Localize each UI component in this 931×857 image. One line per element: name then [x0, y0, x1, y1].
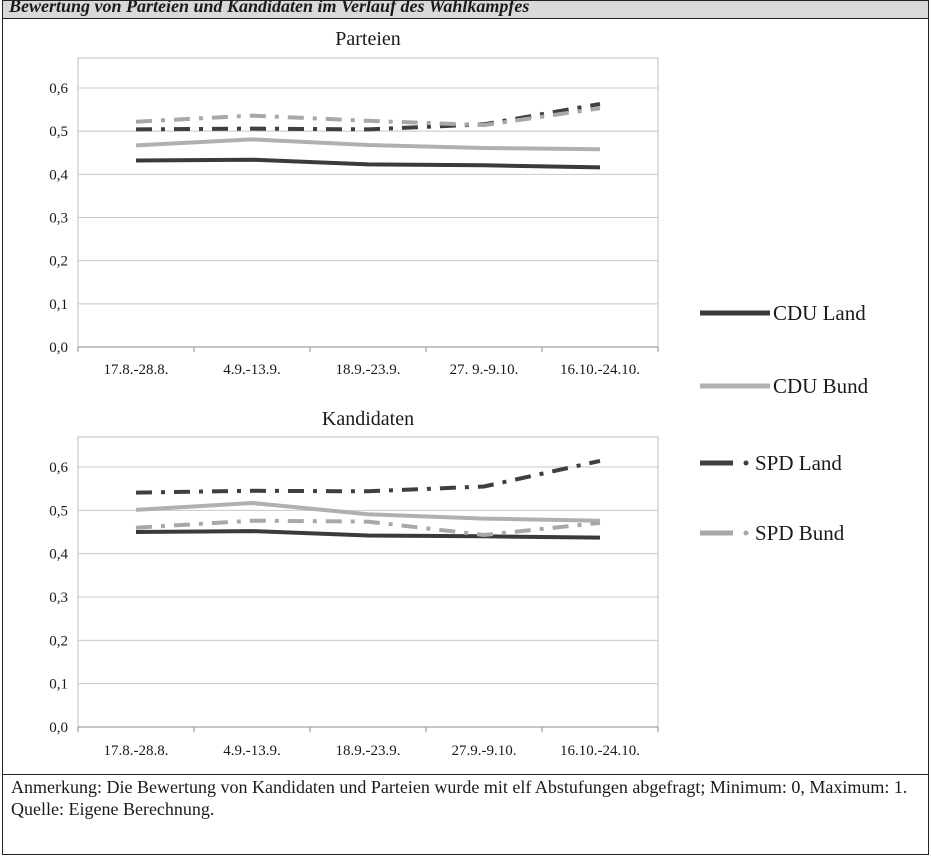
p1-x-tick-label: 16.10.-24.10. — [560, 743, 640, 759]
p0-y-tick-label: 0,1 — [49, 297, 68, 313]
p1-x-tick-label: 27.9.-9.10. — [452, 743, 517, 759]
note-text: Anmerkung: Die Bewertung von Kandidaten … — [11, 777, 908, 797]
p0-y-tick-label: 0,0 — [49, 340, 68, 356]
p0-series-line-cdu-land — [135, 157, 601, 170]
legend-label-cdu-land: CDU Land — [773, 301, 866, 325]
p0-x-tick-label: 18.9.-23.9. — [336, 362, 401, 378]
chart-svg: Parteien 0,0 0,1 0,2 0,3 0,4 0,5 0,6 17.8.-28.8.… — [49, 28, 869, 759]
figure-caption: Bewertung von Parteien und Kandidaten im… — [3, 1, 928, 19]
p1-chart-title: Kandidaten — [322, 408, 414, 430]
source-text: Quelle: Eigene Berechnung. — [11, 799, 215, 819]
p1-y-tick-label: 0,1 — [49, 677, 68, 693]
p0-x-tick-label: 17.8.-28.8. — [104, 362, 169, 378]
p0-series-line-spd-bund — [135, 106, 601, 128]
p0-x-tick-label: 4.9.-13.9. — [223, 362, 281, 378]
legend-label-spd-bund: SPD Bund — [755, 521, 845, 545]
p0-y-tick-label: 0,6 — [49, 81, 68, 97]
p0-x-tick-label: 16.10.-24.10. — [560, 362, 640, 378]
p1-y-tick-label: 0,4 — [49, 547, 68, 563]
p1-y-tick-label: 0,3 — [49, 590, 68, 606]
legend-swatch-dot-spd-land — [743, 460, 749, 466]
notes: Anmerkung: Die Bewertung von Kandidaten … — [11, 776, 921, 820]
p0-chart-title: Parteien — [335, 28, 401, 50]
legend-label-cdu-bund: CDU Bund — [773, 374, 869, 398]
p0-y-tick-label: 0,5 — [49, 124, 68, 140]
p0-x-tick-label: 27. 9.-9.10. — [450, 362, 519, 378]
p1-x-tick-label: 18.9.-23.9. — [336, 743, 401, 759]
p1-x-tick-label: 4.9.-13.9. — [223, 743, 281, 759]
p0-y-tick-label: 0,2 — [49, 254, 68, 270]
legend-swatch-dot-spd-bund — [743, 530, 749, 536]
p1-y-tick-label: 0,6 — [49, 460, 68, 476]
p1-y-tick-label: 0,0 — [49, 720, 68, 736]
p1-series-line-cdu-bund — [135, 501, 601, 523]
p1-x-tick-label: 17.8.-28.8. — [104, 743, 169, 759]
p1-y-tick-label: 0,5 — [49, 503, 68, 519]
p1-series-line-spd-bund — [135, 518, 601, 537]
p0-y-tick-label: 0,3 — [49, 211, 68, 227]
legend-label-spd-land: SPD Land — [755, 451, 842, 475]
p1-series-line-spd-land — [135, 458, 601, 495]
p1-series-line-cdu-land — [135, 529, 601, 540]
p0-y-tick-label: 0,4 — [49, 167, 68, 183]
p1-y-tick-label: 0,2 — [49, 633, 68, 649]
chart-area: Parteien 0,0 0,1 0,2 0,3 0,4 0,5 0,6 17.8.-28.8.… — [3, 18, 928, 775]
p0-series-line-cdu-bund — [135, 137, 601, 152]
